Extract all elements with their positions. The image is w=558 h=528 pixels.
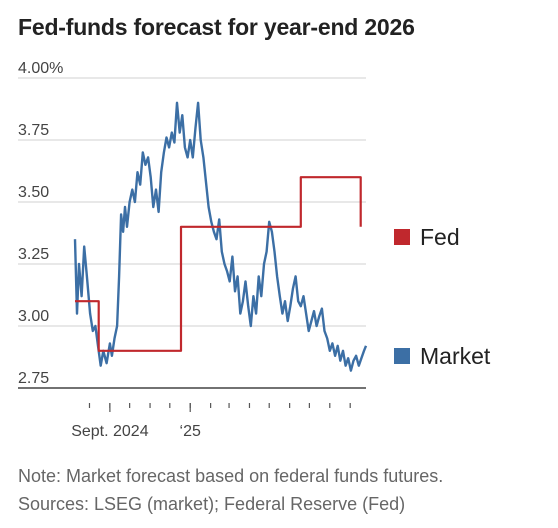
y-tick-label: 3.50 [18, 184, 49, 201]
legend-swatch-market [394, 348, 410, 364]
sources-text: Sources: LSEG (market); Federal Reserve … [18, 494, 406, 514]
note-text: Note: Market forecast based on federal f… [18, 466, 444, 486]
y-tick-label: 3.75 [18, 122, 49, 139]
series-lines [73, 101, 368, 372]
series-line-market [73, 101, 368, 372]
y-tick-label: 2.75 [18, 370, 49, 387]
x-tick-label: ‘25 [180, 423, 201, 440]
x-axis: Sept. 2024 ‘25 [71, 403, 351, 440]
legend-label-market: Market [420, 343, 491, 369]
legend: Fed Market [394, 224, 491, 369]
y-tick-labels: 4.00% 3.75 3.50 3.25 3.00 2.75 [18, 60, 63, 387]
legend-swatch-fed [394, 229, 410, 245]
y-tick-label: 4.00% [18, 60, 63, 77]
legend-label-fed: Fed [420, 224, 460, 250]
chart-title: Fed-funds forecast for year-end 2026 [18, 14, 415, 40]
y-tick-label: 3.25 [18, 246, 49, 263]
x-tick-label: Sept. 2024 [71, 423, 149, 440]
series-line-fed [75, 176, 362, 352]
grid-lines [18, 77, 366, 389]
y-tick-label: 3.00 [18, 308, 49, 325]
